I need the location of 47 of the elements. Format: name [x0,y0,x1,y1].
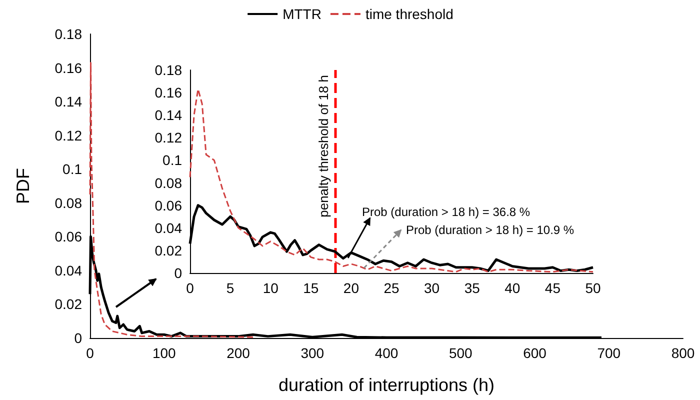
annotation: Prob (duration > 18 h) = 10.9 % [406,223,574,237]
x-tick-label: 200 [226,345,250,361]
x-tick-label: 10 [262,280,279,296]
y-tick-label: 0.04 [54,262,82,278]
x-tick-label: 5 [226,280,234,296]
y-tick-label: 0.14 [54,94,82,110]
x-tick-label: 0 [86,345,94,361]
annotation: Prob (duration > 18 h) = 36.8 % [362,205,530,219]
legend-label: time threshold [365,6,454,22]
x-tick-label: 300 [300,345,324,361]
y-tick-label: 0.1 [62,161,82,178]
x-tick-label: 40 [504,280,520,296]
y-tick-label: 0.02 [54,296,82,312]
y-tick-label: 0.12 [154,130,182,146]
x-axis-title: duration of interruptions (h) [278,375,495,395]
x-tick-label: 700 [597,345,621,361]
y-tick-label: 0.14 [154,107,182,124]
y-tick-label: 0.12 [54,127,82,144]
y-tick-label: 0.18 [54,26,82,42]
x-tick-label: 400 [374,345,398,361]
y-tick-label: 0.04 [154,220,182,236]
legend-label: MTTR [282,6,322,22]
ref-line-label: penalty threshold of 18 h [316,75,332,218]
x-tick-label: 30 [424,280,440,296]
y-tick-label: 0.1 [162,152,182,168]
y-tick-label: 0.08 [54,194,82,211]
y-tick-label: 0.02 [154,242,182,258]
y-axis-title: PDF [13,168,33,204]
x-tick-label: 35 [464,280,480,296]
x-tick-label: 500 [448,345,473,361]
y-tick-label: 0.16 [154,84,182,101]
y-tick-label: 0.16 [54,60,82,76]
x-tick-label: 600 [523,345,547,361]
y-tick-label: 0 [174,265,182,281]
x-tick-label: 45 [544,280,561,296]
y-tick-label: 0.06 [154,197,182,214]
x-tick-label: 100 [152,345,176,361]
y-tick-label: 0.08 [154,174,182,191]
y-tick-label: 0.18 [154,62,182,78]
x-tick-label: 50 [585,280,601,296]
x-tick-label: 15 [303,280,319,296]
y-tick-label: 0 [74,330,82,346]
x-tick-label: 20 [343,280,360,296]
x-tick-label: 0 [186,280,194,296]
x-tick-label: 800 [671,345,695,361]
x-tick-label: 25 [384,280,400,296]
y-tick-label: 0.06 [54,228,82,245]
